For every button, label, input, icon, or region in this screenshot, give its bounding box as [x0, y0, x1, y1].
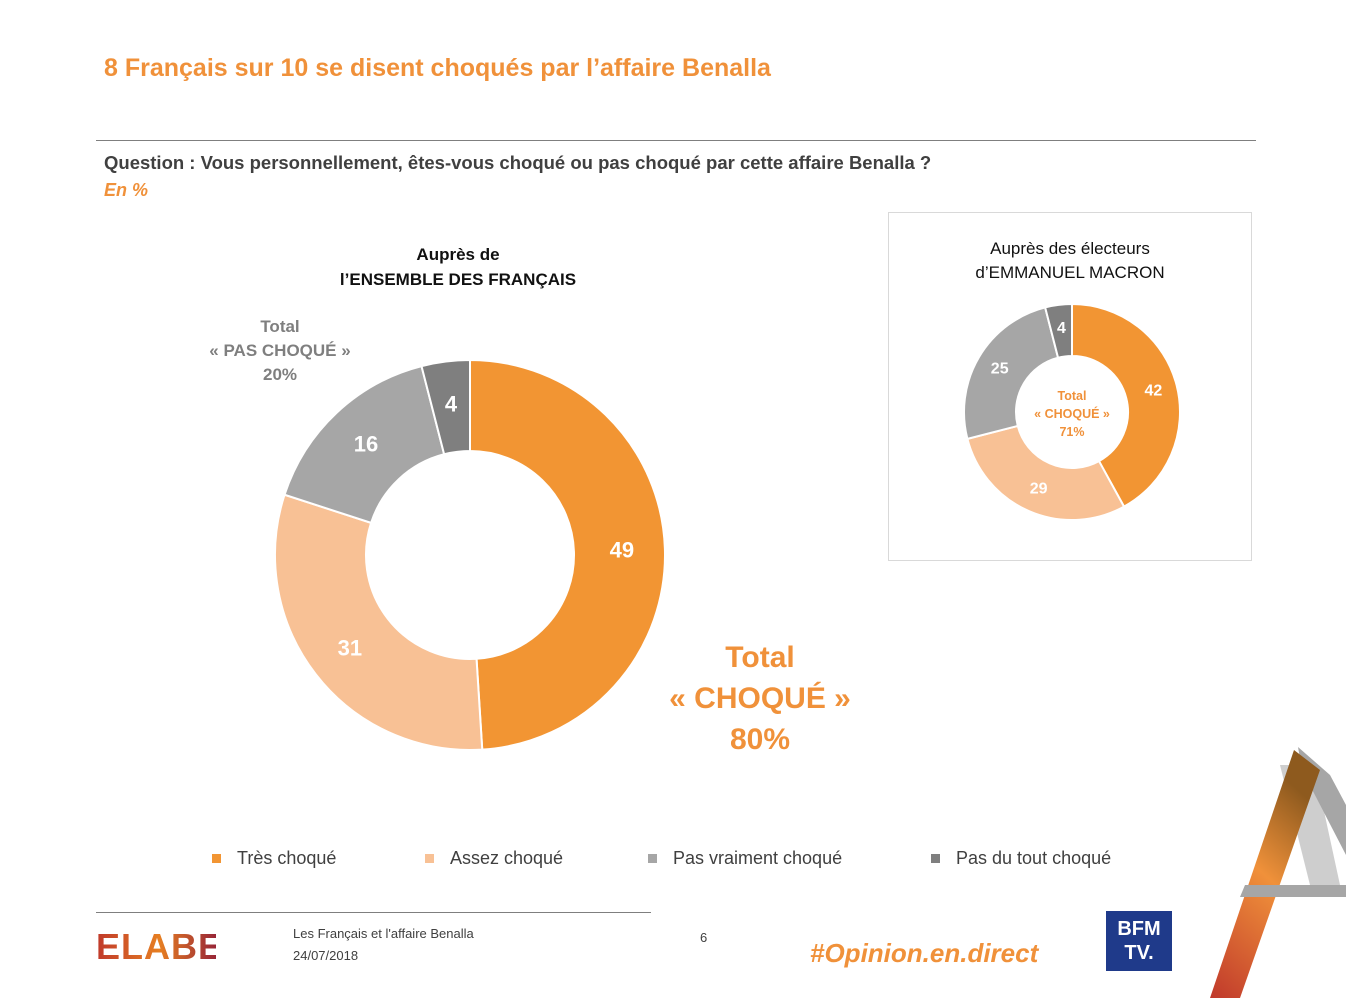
- legend-item-pas-vraiment-choque: Pas vraiment choqué: [648, 848, 842, 869]
- total-choque-annotation: Total « CHOQUÉ » 80%: [650, 637, 870, 760]
- brand-a-left-stroke: [1210, 750, 1320, 998]
- inset-value-label-pas-vraiment-choque: 25: [991, 361, 1009, 378]
- legend-swatch-assez-choque: [425, 854, 434, 863]
- main-chart-heading-line1: Auprès de: [416, 245, 500, 264]
- legend-swatch-tres-choque: [212, 854, 221, 863]
- footer-doc-info: Les Français et l'affaire Benalla 24/07/…: [293, 923, 474, 967]
- inset-slice-pas-vraiment-choque: [963, 306, 1060, 441]
- footer-divider: [96, 912, 651, 913]
- inset-chart-heading: Auprès des électeurs d’EMMANUEL MACRON: [900, 237, 1240, 285]
- main-slice-assez-choque: [274, 493, 484, 751]
- total-choque-line2: « CHOQUÉ »: [669, 682, 851, 715]
- inset-slice-pas-du-tout-choque: [1043, 302, 1073, 359]
- legend-item-tres-choque: Très choqué: [212, 848, 336, 869]
- inset-slice-assez-choque: [966, 424, 1126, 521]
- main-value-label-tres-choque: 49: [610, 538, 634, 563]
- total-choque-line1: Total: [725, 641, 795, 674]
- inset-value-label-pas-du-tout-choque: 4: [1057, 320, 1066, 337]
- total-pas-choque-annotation: Total « PAS CHOQUÉ » 20%: [190, 315, 370, 387]
- bfmtv-logo-line1: BFM: [1117, 918, 1161, 940]
- inset-value-label-tres-choque: 42: [1144, 383, 1162, 400]
- inset-center-line1: Total: [1057, 389, 1087, 403]
- legend-label-pas-du-tout-choque: Pas du tout choqué: [956, 848, 1112, 868]
- inset-center-line3: 71%: [1059, 425, 1085, 439]
- macron-voters-panel: [888, 212, 1252, 561]
- bfmtv-logo: BFM TV.: [1106, 911, 1172, 971]
- main-slice-pas-du-tout-choque: [420, 358, 471, 456]
- top-divider: [96, 140, 1256, 141]
- inset-donut-chart: 42 29 25 4: [963, 302, 1181, 521]
- inset-slice-tres-choque: [1071, 302, 1181, 509]
- inset-center-label: Total « CHOQUÉ » 71%: [1022, 387, 1122, 441]
- hashtag-label: #Opinion.en.direct: [810, 938, 1039, 968]
- legend-label-tres-choque: Très choqué: [237, 848, 337, 868]
- legend-item-pas-du-tout-choque: Pas du tout choqué: [931, 848, 1111, 869]
- unit-label: En %: [104, 180, 149, 200]
- question-text: Question : Vous personnellement, êtes-vo…: [104, 152, 932, 173]
- elabe-logo: ELABE: [96, 928, 216, 964]
- main-value-label-pas-du-tout-choque: 4: [445, 392, 458, 417]
- main-slice-tres-choque: [469, 358, 666, 751]
- total-pas-choque-line1: Total: [260, 317, 300, 336]
- main-chart-heading: Auprès de l’ENSEMBLE DES FRANÇAIS: [300, 242, 616, 292]
- main-donut-chart: 49 31 16 4: [274, 358, 666, 751]
- legend-item-assez-choque: Assez choqué: [425, 848, 563, 869]
- brand-a-crossbar: [1240, 885, 1346, 897]
- page-number: 6: [700, 930, 708, 945]
- inset-center-line2: « CHOQUÉ »: [1034, 407, 1110, 421]
- footer-date: 24/07/2018: [293, 948, 359, 963]
- main-chart-heading-line2: l’ENSEMBLE DES FRANÇAIS: [339, 270, 577, 289]
- inset-value-label-assez-choque: 29: [1030, 481, 1048, 498]
- footer-doc-title: Les Français et l'affaire Benalla: [293, 926, 474, 941]
- slide-title: 8 Français sur 10 se disent choqués par …: [104, 54, 771, 82]
- legend-swatch-pas-du-tout-choque: [931, 854, 940, 863]
- legend-label-pas-vraiment-choque: Pas vraiment choqué: [673, 848, 843, 868]
- total-pas-choque-line2: « PAS CHOQUÉ »: [209, 341, 351, 360]
- bfmtv-logo-line2: TV.: [1124, 942, 1154, 964]
- legend-swatch-pas-vraiment-choque: [648, 854, 657, 863]
- main-value-label-assez-choque: 31: [338, 636, 362, 661]
- main-value-label-pas-vraiment-choque: 16: [354, 432, 378, 457]
- elabe-logo-text: ELABE: [96, 928, 216, 964]
- total-choque-line3: 80%: [729, 723, 791, 756]
- brand-a-logo: [1210, 747, 1346, 998]
- total-pas-choque-line3: 20%: [262, 365, 298, 384]
- inset-heading-line1: Auprès des électeurs: [990, 239, 1150, 258]
- legend-label-assez-choque: Assez choqué: [450, 848, 564, 868]
- inset-heading-line2: d’EMMANUEL MACRON: [975, 263, 1165, 282]
